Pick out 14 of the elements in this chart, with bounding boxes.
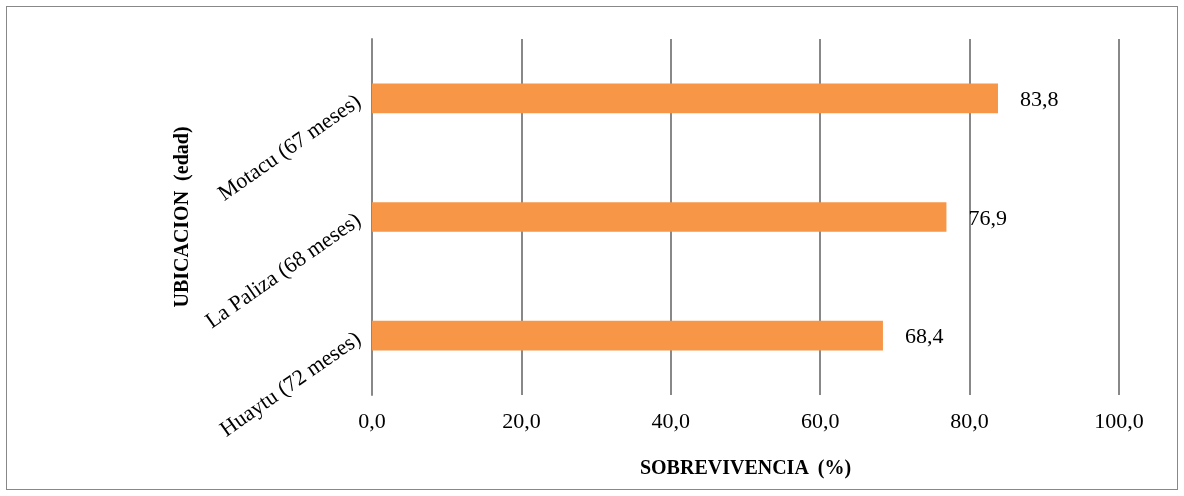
y-axis-title: UBICACION (edad) [169, 126, 193, 308]
x-axis-title: SOBREVIVENCIA (%) [639, 456, 852, 479]
x-tick-label: 60,0 [800, 407, 840, 433]
x-tick-label: 20,0 [502, 407, 541, 433]
data-label: 68,4 [904, 323, 944, 349]
data-label: 83,8 [1019, 85, 1059, 111]
bar [372, 83, 998, 114]
data-label: 76,9 [968, 204, 1007, 230]
x-tick-label: 80,0 [950, 407, 989, 433]
bar [372, 320, 883, 351]
x-tick-label: 100,0 [1094, 407, 1144, 433]
x-tick-label: 40,0 [651, 407, 691, 433]
x-tick-label: 0,0 [358, 407, 386, 433]
bar [372, 202, 947, 232]
